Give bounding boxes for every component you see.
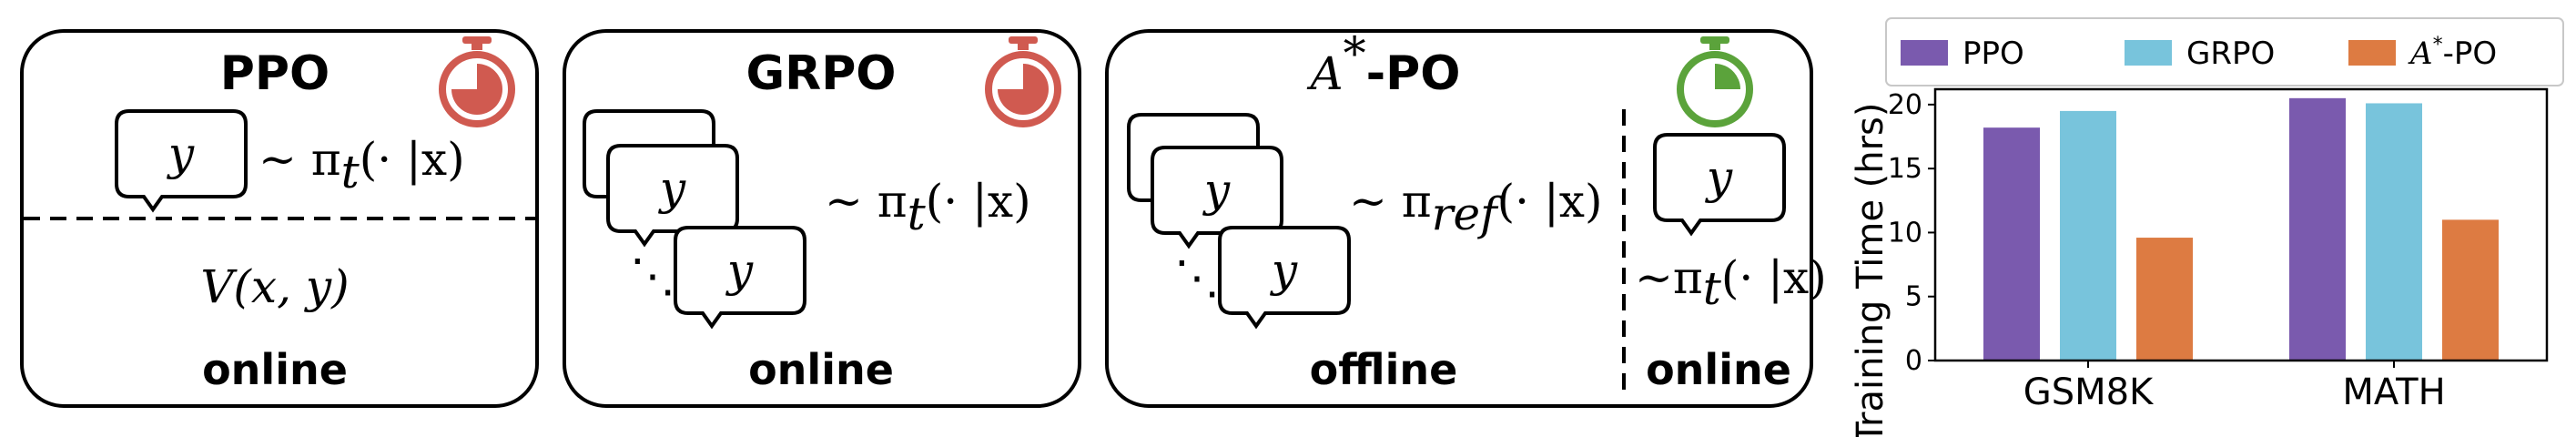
grpo-title: GRPO: [745, 46, 896, 101]
grpo-ellipsis: ⋱: [630, 249, 675, 302]
grpo-panel: GRPO y ⋱ y ~ πt(· |x) online: [563, 29, 1081, 408]
svg-text:y: y: [725, 244, 754, 297]
bar-gsm8k-0: [1983, 127, 2040, 361]
grpo-policy: ~ πt(· |x): [825, 175, 1031, 240]
bar-math-2: [2442, 219, 2499, 361]
bar-math-1: [2366, 103, 2422, 361]
apo-title: A*-PO: [1306, 27, 1460, 101]
plot-frame: [1933, 87, 2549, 362]
svg-text:y: y: [1705, 151, 1733, 204]
svg-text:y: y: [1202, 164, 1231, 217]
apo-timer-icon: [1677, 36, 1753, 127]
apo-ellipsis: ⋱: [1174, 251, 1220, 304]
ppo-bubble-text: y: [167, 127, 195, 180]
bar-math-0: [2289, 97, 2346, 361]
ppo-mode: online: [202, 345, 348, 394]
apo-online-bubble: y: [1653, 133, 1786, 235]
ppo-title: PPO: [220, 46, 330, 101]
y-axis-label: Training Time (hrs): [1850, 103, 1891, 437]
legend-swatch-2: [2348, 40, 2396, 66]
svg-text:y: y: [1270, 244, 1298, 297]
chart-legend: PPO GRPO A*-PO: [1885, 17, 2564, 86]
x-tick-label: GSM8K: [2023, 371, 2155, 413]
legend-label-2: A*-PO: [2408, 34, 2497, 72]
apo-panel: A*-PO y ⋱ y ~ πref(· |x) y: [1105, 27, 1827, 408]
ppo-value-function: V(x, y): [200, 260, 349, 313]
training-time-chart: PPO GRPO A*-PO Training Time (hrs) GSM8K MA…: [1850, 17, 2564, 437]
legend-label-1: GRPO: [2186, 36, 2275, 72]
y-tick-label: 20: [1888, 89, 1922, 121]
grpo-panel-border: [563, 29, 1081, 408]
svg-text:y: y: [658, 162, 686, 215]
bar-gsm8k-2: [2136, 238, 2193, 361]
ppo-bubble: y: [115, 109, 248, 211]
ppo-panel-border: [20, 29, 539, 408]
y-tick-label: 5: [1905, 281, 1922, 313]
legend-swatch-1: [2125, 40, 2172, 66]
ppo-policy: ~ πt(· |x): [259, 133, 465, 198]
ppo-panel: PPO y ~ πt(· |x) V(x, y) online: [20, 29, 539, 408]
apo-online-policy: ~πt(· |x): [1635, 251, 1827, 315]
ppo-timer-icon: [439, 36, 515, 127]
apo-offline-bubble-stack: y ⋱ y: [1127, 113, 1351, 328]
bar-gsm8k-1: [2060, 110, 2116, 361]
apo-ref-policy: ~ πref(· |x): [1349, 175, 1603, 240]
apo-mode-offline: offline: [1310, 345, 1458, 394]
grpo-bubble-stack: y ⋱ y: [583, 109, 806, 328]
y-tick-label: 15: [1888, 153, 1922, 185]
grpo-mode: online: [748, 345, 894, 394]
legend-swatch-0: [1901, 40, 1948, 66]
apo-mode-online: online: [1646, 345, 1791, 394]
legend-frame: [1885, 17, 2564, 86]
legend-label-0: PPO: [1962, 36, 2024, 72]
y-tick-label: 0: [1905, 345, 1922, 377]
grpo-timer-icon: [985, 36, 1061, 127]
x-tick-label: MATH: [2342, 371, 2445, 413]
apo-panel-border: [1105, 29, 1813, 408]
y-tick-label: 10: [1888, 217, 1922, 249]
